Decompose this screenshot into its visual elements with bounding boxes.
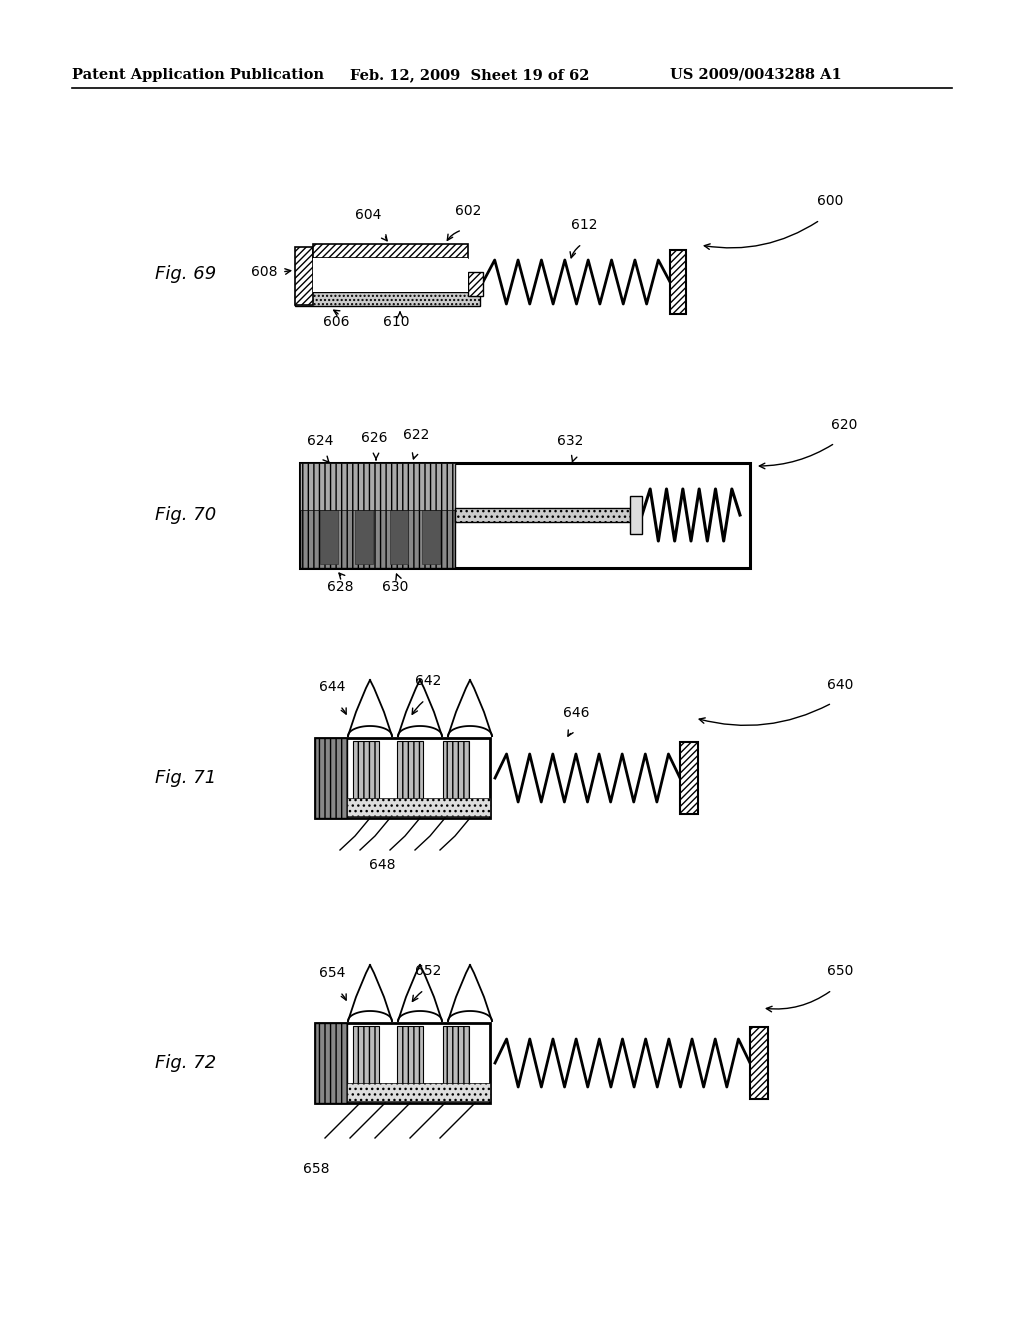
Bar xyxy=(315,738,490,818)
Text: US 2009/0043288 A1: US 2009/0043288 A1 xyxy=(670,69,842,82)
Bar xyxy=(315,1023,347,1104)
Bar xyxy=(300,463,455,568)
Text: 642: 642 xyxy=(415,675,441,688)
Text: 602: 602 xyxy=(455,205,481,218)
Text: Fig. 69: Fig. 69 xyxy=(155,265,216,282)
Bar xyxy=(295,247,313,305)
Text: 630: 630 xyxy=(382,579,409,594)
Bar xyxy=(353,741,379,814)
Text: 610: 610 xyxy=(383,315,410,329)
Bar xyxy=(455,508,630,521)
Bar xyxy=(347,1082,490,1101)
Bar xyxy=(750,1027,768,1100)
Text: 640: 640 xyxy=(826,678,853,692)
Text: Patent Application Publication: Patent Application Publication xyxy=(72,69,324,82)
Text: Fig. 72: Fig. 72 xyxy=(155,1053,216,1072)
Bar xyxy=(313,257,468,292)
Text: Fig. 70: Fig. 70 xyxy=(155,506,216,524)
Bar xyxy=(680,742,698,814)
Bar xyxy=(422,467,440,564)
Bar xyxy=(670,249,686,314)
Text: Feb. 12, 2009  Sheet 19 of 62: Feb. 12, 2009 Sheet 19 of 62 xyxy=(350,69,590,82)
Text: 612: 612 xyxy=(570,218,597,232)
Bar xyxy=(300,463,750,568)
Bar xyxy=(390,467,408,564)
Text: 622: 622 xyxy=(402,428,429,442)
Bar xyxy=(397,741,423,814)
Text: 626: 626 xyxy=(360,432,387,445)
Bar xyxy=(443,1026,469,1100)
Text: 620: 620 xyxy=(830,418,857,432)
Bar xyxy=(347,799,490,816)
Text: 654: 654 xyxy=(318,966,345,979)
Text: 646: 646 xyxy=(563,706,589,719)
Bar xyxy=(443,741,469,814)
Text: 658: 658 xyxy=(303,1162,330,1176)
Text: 650: 650 xyxy=(826,964,853,978)
Text: 608: 608 xyxy=(252,265,278,279)
Bar xyxy=(319,467,338,564)
Bar xyxy=(315,1023,490,1104)
Bar xyxy=(355,467,373,564)
Bar xyxy=(315,738,347,818)
Text: 644: 644 xyxy=(318,680,345,694)
Text: 600: 600 xyxy=(817,194,843,209)
Bar xyxy=(468,272,483,296)
Bar xyxy=(300,463,455,510)
Bar xyxy=(397,1026,423,1100)
Text: 624: 624 xyxy=(307,434,333,447)
Text: 648: 648 xyxy=(369,858,395,873)
Text: 652: 652 xyxy=(415,964,441,978)
Bar xyxy=(313,257,468,292)
Text: 632: 632 xyxy=(557,434,584,447)
Bar xyxy=(353,1026,379,1100)
Bar xyxy=(630,496,642,535)
Bar xyxy=(295,292,480,306)
Text: Fig. 71: Fig. 71 xyxy=(155,770,216,787)
Text: 628: 628 xyxy=(327,579,353,594)
Bar xyxy=(313,244,468,257)
Text: 604: 604 xyxy=(354,209,381,222)
Text: 606: 606 xyxy=(323,315,349,329)
